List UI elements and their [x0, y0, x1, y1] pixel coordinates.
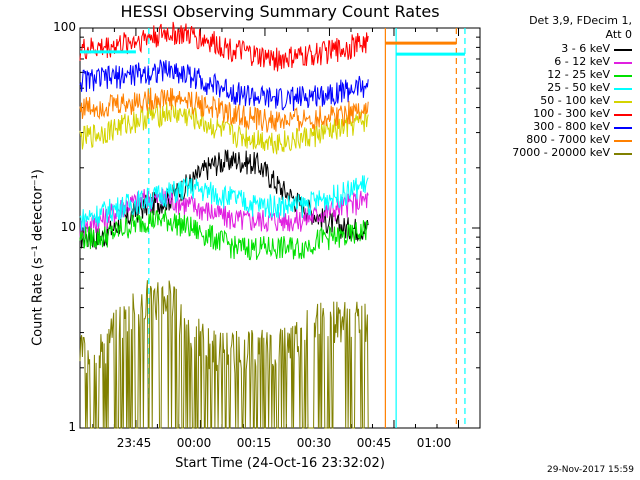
series-line	[79, 21, 369, 72]
series-line	[79, 148, 369, 250]
legend-item: 3 - 6 keV	[561, 42, 610, 55]
legend-swatch	[614, 88, 632, 90]
y-tick-label: 1	[68, 420, 76, 434]
legend-swatch	[614, 101, 632, 103]
legend-item: 25 - 50 keV	[547, 81, 610, 94]
timestamp-footer: 29-Nov-2017 15:59	[547, 465, 634, 475]
x-tick-label: 23:45	[116, 436, 152, 450]
x-tick-label: 01:00	[416, 436, 452, 450]
x-tick-label: 00:00	[176, 436, 212, 450]
series-line	[79, 87, 369, 133]
y-tick-label: 10	[60, 220, 76, 234]
legend-item: 300 - 800 keV	[533, 120, 610, 133]
series-line	[79, 175, 369, 231]
legend-swatch	[614, 140, 632, 142]
legend-header: Det 3,9, FDecim 1,	[529, 14, 632, 27]
series-line	[79, 102, 369, 155]
x-axis-label: Start Time (24-Oct-16 23:32:02)	[175, 456, 385, 471]
legend-item: 6 - 12 keV	[554, 55, 610, 68]
series-line	[79, 59, 369, 111]
series-layer	[79, 21, 465, 429]
legend-swatch	[614, 153, 632, 155]
legend-swatch	[614, 127, 632, 129]
chart-title: HESSI Observing Summary Count Rates	[120, 2, 440, 21]
legend-swatch	[614, 114, 632, 116]
y-tick-label: 100	[53, 20, 76, 34]
legend-swatch	[614, 62, 632, 64]
series-line	[79, 209, 369, 261]
x-tick-label: 00:30	[296, 436, 332, 450]
legend-item: 12 - 25 keV	[547, 68, 610, 81]
legend-item: 7000 - 20000 keV	[512, 146, 610, 159]
legend-item: 50 - 100 keV	[540, 94, 610, 107]
series-line	[79, 280, 369, 429]
legend-swatch	[614, 75, 632, 77]
legend-item: 800 - 7000 keV	[526, 133, 610, 146]
series-line	[79, 188, 369, 239]
x-tick-label: 00:15	[236, 436, 272, 450]
legend-header: Att 0	[605, 28, 632, 41]
legend-item: 100 - 300 keV	[533, 107, 610, 120]
legend-swatch	[614, 49, 632, 51]
x-tick-label: 00:45	[356, 436, 392, 450]
